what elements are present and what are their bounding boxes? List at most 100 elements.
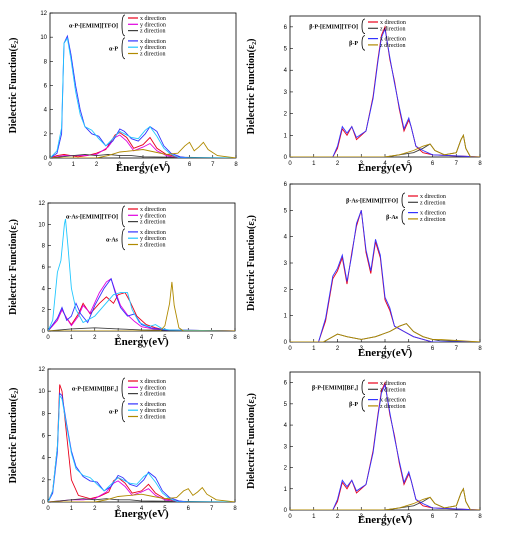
x-tick-label: 8	[233, 506, 237, 512]
series-line-4	[48, 392, 235, 502]
legend-entry: x direction	[420, 194, 446, 200]
y-tick-label: 1	[284, 487, 288, 493]
legend-group-label: β-As-[EMIM][TFO]	[346, 198, 398, 204]
x-tick-label: 5	[163, 335, 167, 341]
x-tick-label: 3	[118, 162, 122, 168]
legend-entry: x direction	[140, 207, 166, 213]
y-tick-label: 3	[284, 90, 288, 96]
x-tick-label: 2	[93, 335, 97, 341]
y-tick-label: 12	[38, 367, 45, 373]
x-tick-label: 3	[360, 346, 364, 352]
x-tick-label: 7	[455, 346, 459, 352]
y-tick-label: 2	[42, 308, 46, 314]
y-tick-label: 6	[284, 182, 288, 188]
series-line-4	[290, 323, 480, 342]
x-tick-label: 4	[383, 346, 387, 352]
y-tick-label: 4	[284, 423, 288, 429]
series-line-3	[290, 210, 480, 342]
legend-entry: z direction	[380, 404, 406, 410]
legend-entry: x direction	[140, 230, 166, 236]
x-tick-label: 7	[210, 335, 214, 341]
y-axis-label: Dielectric Function(ε₂)	[246, 393, 257, 489]
y-tick-label: 8	[42, 411, 46, 417]
x-tick-label: 5	[407, 161, 411, 167]
x-tick-label: 1	[70, 335, 74, 341]
legend-brace	[361, 379, 366, 395]
series-line-3	[290, 383, 480, 510]
y-tick-label: 1	[284, 133, 288, 139]
x-tick-label: 3	[360, 514, 364, 520]
legend-entry: z direction	[380, 26, 406, 32]
x-tick-label: 6	[187, 506, 191, 512]
x-tick-label: 6	[431, 161, 435, 167]
y-tick-label: 6	[284, 381, 288, 387]
legend-group-label: α-As-[EMIM][TFO]	[66, 214, 118, 220]
series-line-6	[48, 281, 235, 331]
x-tick-label: 1	[312, 514, 316, 520]
y-tick-label: 5	[284, 208, 288, 214]
legend-brace	[121, 400, 126, 423]
y-tick-label: 8	[44, 59, 48, 65]
legend-brace	[121, 228, 126, 251]
series-line-3	[48, 327, 235, 331]
legend-entry: y direction	[140, 213, 166, 219]
x-tick-label: 6	[431, 514, 435, 520]
chart-panel-6: 0 1 2 3 4 5 6 7 8 0 1 2 3 4 5 6 Energy(eV) Dielectric Fun…	[246, 371, 482, 526]
series-line-4	[290, 133, 480, 157]
legend-entry: z direction	[140, 52, 166, 58]
legend-entry: z direction	[380, 387, 406, 393]
legend-group-label: α-P	[109, 46, 118, 52]
x-tick-label: 6	[188, 162, 192, 168]
series-line-5	[50, 37, 236, 158]
x-tick-label: 0	[288, 346, 292, 352]
legend-entry: z direction	[420, 200, 446, 206]
x-tick-label: 1	[72, 162, 76, 168]
plot-frame	[289, 183, 481, 343]
series-line-1	[48, 292, 235, 331]
legend-entry: y direction	[140, 236, 166, 242]
legend-entry: y direction	[140, 22, 166, 28]
legend-entry: x direction	[140, 39, 166, 45]
y-tick-label: 5	[284, 47, 288, 53]
x-tick-label: 6	[187, 335, 191, 341]
y-tick-label: 10	[38, 389, 45, 395]
x-tick-label: 0	[288, 514, 292, 520]
y-tick-label: 2	[42, 478, 46, 484]
series-line-6	[48, 486, 235, 502]
legend-brace	[121, 37, 126, 60]
y-tick-label: 2	[284, 287, 288, 293]
legend-entry: z direction	[140, 243, 166, 249]
y-tick-label: 4	[284, 235, 288, 241]
x-tick-label: 0	[46, 506, 50, 512]
y-axis-label: Dielectric Function(ε₂)	[246, 39, 257, 135]
x-axis-label: Energy(eV)	[358, 162, 413, 174]
legend-entry: x direction	[380, 20, 406, 26]
x-tick-label: 2	[336, 346, 340, 352]
x-tick-label: 5	[165, 162, 169, 168]
x-tick-label: 1	[312, 346, 316, 352]
x-tick-label: 4	[140, 335, 144, 341]
legend-brace	[121, 377, 126, 400]
series-line-2	[48, 480, 235, 502]
legend-entry: x direction	[380, 381, 406, 387]
x-axis-label: Energy(eV)	[114, 508, 169, 520]
x-tick-label: 2	[95, 162, 99, 168]
x-tick-label: 8	[478, 161, 482, 167]
x-tick-label: 2	[336, 514, 340, 520]
legend-brace	[361, 18, 366, 34]
legend-entry: z direction	[420, 217, 446, 223]
x-tick-label: 1	[312, 161, 316, 167]
x-tick-label: 8	[234, 162, 238, 168]
x-tick-label: 3	[116, 335, 120, 341]
y-tick-label: 0	[284, 155, 288, 161]
series-line-2	[50, 134, 236, 158]
y-tick-label: 3	[284, 261, 288, 267]
x-tick-label: 4	[141, 162, 145, 168]
